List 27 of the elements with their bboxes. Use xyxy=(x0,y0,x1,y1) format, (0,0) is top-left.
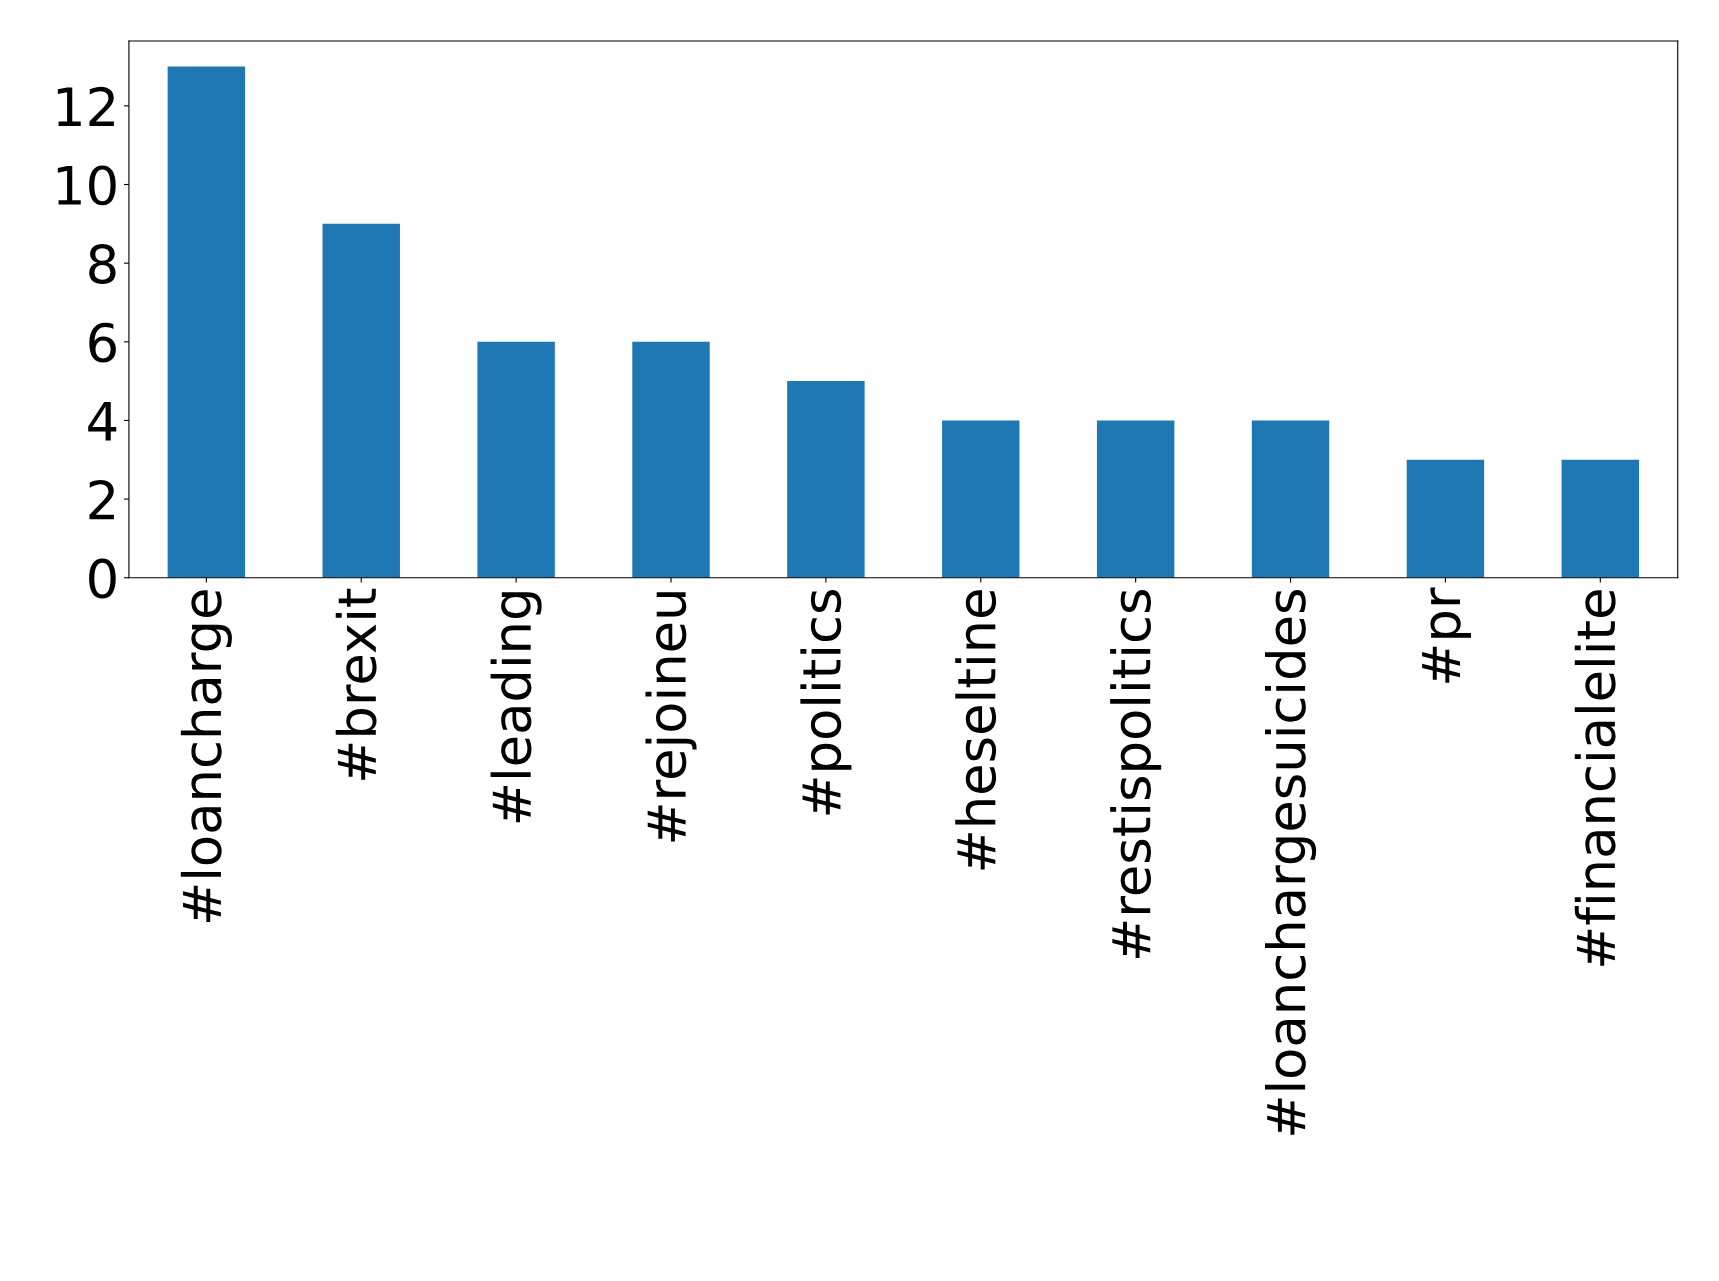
y-tick-label: 12 xyxy=(57,86,114,126)
bar xyxy=(1251,420,1330,578)
x-tick-label: #loanchargesuicides xyxy=(1265,590,1317,1135)
bar xyxy=(632,341,710,578)
x-tick-label: #pr xyxy=(1422,587,1471,683)
y-tick-label: 10 xyxy=(57,165,116,206)
y-tick-label: 2 xyxy=(89,479,114,520)
bar xyxy=(1096,420,1175,578)
bar xyxy=(477,341,555,578)
y-tick-label: 8 xyxy=(89,244,116,284)
bar xyxy=(787,381,865,578)
x-tick-label: #loancharge xyxy=(180,590,232,922)
y-tick-label: 4 xyxy=(88,402,117,441)
x-tick-label: #politics xyxy=(800,590,852,815)
bar xyxy=(1406,459,1485,578)
x-tick-label: #restispolitics xyxy=(1110,590,1162,958)
bar xyxy=(322,223,400,578)
y-tick-label: 6 xyxy=(89,322,116,363)
x-tick-label: #financialelite xyxy=(1574,590,1616,966)
x-tick-label: #brexit xyxy=(335,588,377,780)
x-tick-label: #heseltine xyxy=(955,590,997,870)
x-tick-label: #rejoineu xyxy=(645,592,697,842)
bar xyxy=(167,66,246,578)
bar xyxy=(1561,459,1640,578)
y-tick-label: 0 xyxy=(89,558,116,599)
x-tick-label: #leading xyxy=(490,592,542,823)
bar xyxy=(942,420,1020,578)
